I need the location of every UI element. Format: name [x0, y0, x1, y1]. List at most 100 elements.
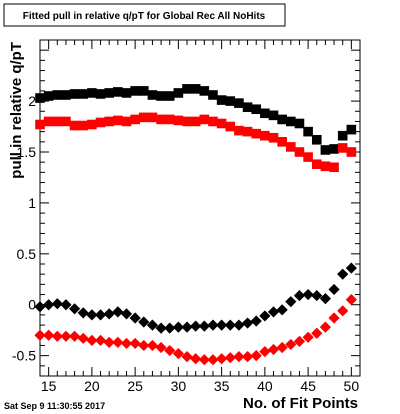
data-point-square	[242, 126, 253, 137]
data-point-diamond	[216, 319, 228, 331]
data-point-square	[329, 162, 339, 173]
data-point-diamond	[285, 296, 297, 308]
data-point-square	[61, 116, 71, 127]
data-point-square	[35, 93, 45, 103]
data-point-square	[121, 116, 132, 127]
data-point-square	[346, 124, 357, 135]
data-point-diamond	[51, 330, 63, 342]
data-point-diamond	[129, 312, 141, 324]
data-point-square	[216, 118, 227, 129]
data-point-square	[225, 96, 236, 106]
data-point-square	[286, 116, 296, 127]
data-point-diamond	[77, 307, 89, 319]
data-point-diamond	[250, 315, 262, 327]
data-point-square	[260, 130, 270, 141]
data-point-square	[164, 114, 175, 125]
data-point-square	[234, 98, 244, 108]
data-point-square	[320, 145, 331, 155]
data-point-square	[69, 89, 80, 99]
data-point-square	[52, 90, 63, 100]
data-point-square	[87, 88, 97, 98]
data-point-diamond	[172, 348, 184, 360]
data-point-square	[311, 159, 322, 170]
data-point-square	[69, 120, 80, 131]
data-point-diamond	[337, 268, 349, 280]
data-point-diamond	[146, 339, 159, 352]
data-point-diamond	[241, 351, 254, 363]
data-point-diamond	[198, 320, 210, 332]
data-point-diamond	[302, 331, 314, 343]
data-point-square	[190, 116, 201, 127]
data-point-square	[87, 119, 97, 130]
data-point-diamond	[34, 329, 46, 341]
data-point-diamond	[155, 341, 167, 354]
data-point-diamond	[285, 338, 297, 351]
data-point-square	[173, 88, 184, 98]
data-point-diamond	[94, 309, 107, 321]
x-axis-title: No. of Fit Points	[243, 395, 358, 412]
data-point-diamond	[86, 309, 98, 321]
data-point-diamond	[328, 283, 340, 296]
data-point-diamond	[224, 319, 236, 331]
data-point-square	[208, 90, 218, 100]
timestamp: Sat Sep 9 11:30:55 2017	[4, 401, 105, 411]
data-point-diamond	[155, 322, 167, 334]
title-box: Fitted pull in relative q/pT for Global …	[3, 3, 286, 27]
plot-frame-border	[39, 39, 361, 377]
data-point-square	[260, 108, 270, 119]
x-tick-label: 45	[300, 378, 316, 394]
data-point-square	[286, 142, 296, 152]
data-point-diamond	[190, 320, 202, 332]
data-point-diamond	[233, 319, 245, 331]
data-point-square	[234, 125, 244, 136]
data-point-square	[242, 102, 253, 112]
data-point-diamond	[319, 321, 332, 333]
data-point-diamond	[311, 289, 323, 302]
data-point-diamond	[103, 336, 115, 348]
data-point-diamond	[60, 330, 72, 342]
data-point-square	[199, 86, 210, 96]
data-point-diamond	[77, 332, 89, 344]
data-point-square	[147, 112, 158, 123]
data-point-diamond	[337, 305, 349, 317]
data-point-diamond	[250, 350, 262, 362]
y-axis: -0.5 0 0.5 1 1.5 2	[12, 39, 360, 377]
data-point-square	[208, 116, 218, 127]
data-point-diamond	[112, 306, 124, 318]
x-tick-label: 15	[41, 378, 57, 394]
data-point-diamond	[146, 319, 159, 331]
data-point-diamond	[216, 353, 228, 365]
series-4	[34, 294, 357, 366]
data-point-square	[61, 90, 71, 100]
data-point-diamond	[328, 312, 340, 324]
data-point-diamond	[181, 351, 193, 363]
data-point-square	[121, 88, 132, 98]
data-point-diamond	[311, 327, 323, 339]
data-point-diamond	[267, 306, 280, 318]
data-point-square	[43, 91, 54, 101]
x-tick-label: 30	[171, 378, 187, 394]
data-point-square	[303, 152, 313, 162]
data-point-diamond	[164, 344, 176, 357]
data-point-diamond	[207, 354, 219, 366]
data-point-square	[95, 117, 106, 128]
data-point-diamond	[60, 299, 72, 311]
data-point-diamond	[51, 298, 63, 310]
data-point-square	[199, 114, 210, 125]
data-point-square	[147, 90, 158, 100]
series-2	[35, 112, 357, 173]
data-point-diamond	[293, 289, 306, 302]
data-point-square	[52, 116, 63, 127]
data-point-square	[95, 89, 106, 99]
data-point-square	[311, 134, 322, 145]
data-point-diamond	[198, 354, 210, 366]
data-point-square	[294, 118, 305, 129]
data-point-diamond	[207, 319, 219, 331]
data-point-square	[173, 115, 184, 126]
data-point-square	[251, 128, 262, 139]
chart-title: Fitted pull in relative q/pT for Global …	[23, 11, 266, 22]
data-point-square	[268, 132, 279, 143]
data-point-square	[277, 137, 287, 147]
data-point-diamond	[345, 262, 357, 274]
